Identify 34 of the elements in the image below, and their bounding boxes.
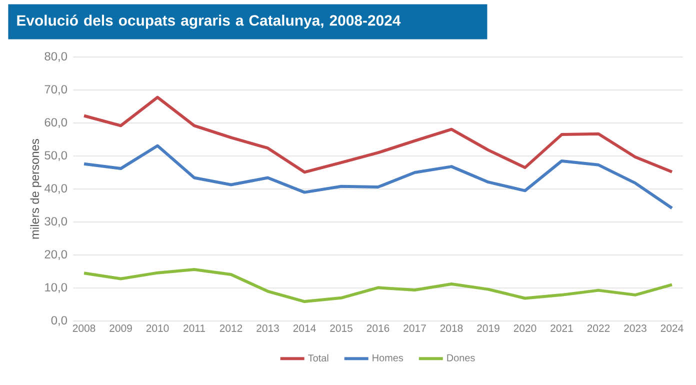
y-tick-label: 10,0 — [45, 283, 68, 293]
x-tick-label: 2023 — [624, 324, 646, 332]
legend-label: Dones — [447, 354, 475, 362]
legend-label: Homes — [372, 354, 404, 362]
x-tick-label: 2016 — [366, 324, 390, 332]
line-series — [82, 96, 674, 174]
x-tick-label: 2017 — [404, 324, 426, 332]
y-tick-label: 40,0 — [44, 184, 68, 194]
x-tick-label: 2021 — [550, 324, 573, 332]
x-tick-label: 2009 — [110, 324, 132, 332]
x-tick-label: 2012 — [220, 324, 242, 332]
x-tick-label: 2014 — [293, 324, 316, 332]
x-tick-label: 2010 — [146, 324, 169, 332]
x-tick-label: 2024 — [660, 324, 684, 332]
line-series — [82, 144, 674, 210]
x-tick-label: 2018 — [440, 324, 463, 332]
y-tick-label: 80,0 — [44, 52, 68, 62]
line-series — [82, 268, 674, 304]
y-axis-title: milers de persones — [30, 138, 42, 239]
y-tick-label: 0,0 — [51, 316, 68, 326]
y-tick-label: 70,0 — [44, 85, 68, 95]
x-tick-label: 2019 — [477, 324, 500, 332]
x-tick-label: 2015 — [330, 324, 352, 332]
chart-title: Evolució dels ocupats agraris a Catalunya, 2008-2024 — [17, 14, 401, 29]
y-tick-label: 30,0 — [44, 217, 68, 227]
x-tick-label: 2013 — [256, 324, 279, 332]
x-tick-label: 2022 — [587, 324, 610, 332]
y-tick-label: 20,0 — [44, 250, 68, 260]
y-tick-label: 60,0 — [44, 118, 68, 128]
x-tick-label: 2011 — [184, 324, 205, 332]
x-tick-label: 2008 — [72, 324, 96, 332]
y-tick-label: 50,0 — [44, 151, 68, 161]
x-tick-label: 2020 — [514, 324, 536, 332]
legend-label: Total — [308, 354, 328, 362]
